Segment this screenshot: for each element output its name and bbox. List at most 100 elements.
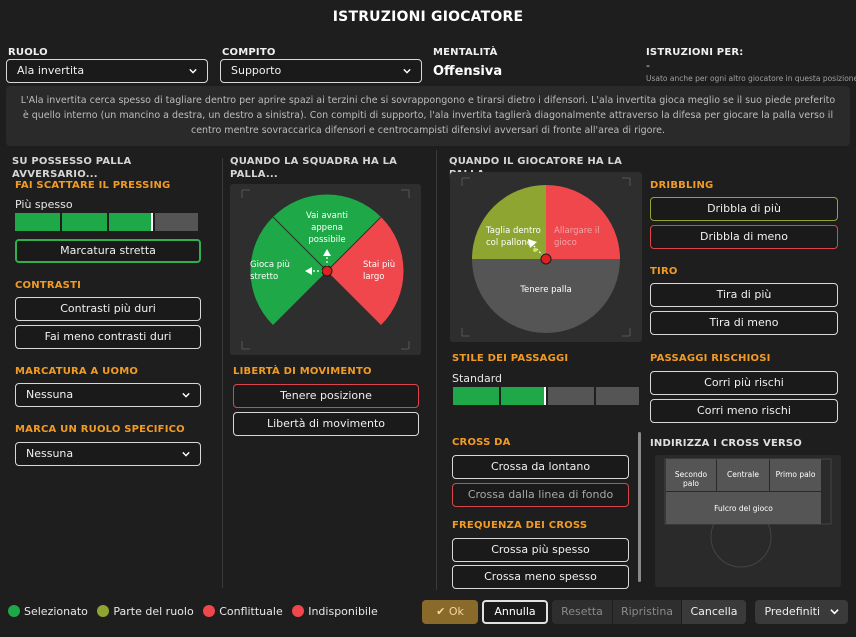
col2-heading: QUANDO LA SQUADRA HA LA PALLA... [230, 156, 398, 180]
istruzioni-note: Usato anche per ogni altro giocatore in … [646, 74, 856, 83]
dribbling-title: DRIBBLING [650, 180, 714, 191]
stile-value: Standard [452, 372, 503, 385]
tiro-title: TIRO [650, 266, 678, 277]
contrasti-title: CONTRASTI [15, 280, 82, 291]
istruzioni-label: ISTRUZIONI PER: [646, 47, 744, 58]
corri-piu-button[interactable]: Corri più rischi [650, 371, 838, 395]
slider-segment[interactable] [108, 213, 154, 231]
olive-dot-icon [97, 605, 110, 617]
slider-segment[interactable] [548, 387, 594, 405]
cross-target-diagram [664, 458, 832, 568]
zone-top-label: Vai avanti appena possibile [306, 211, 348, 245]
corri-meno-button[interactable]: Corri meno rischi [650, 399, 838, 423]
fulcro-label: Fulcro del gioco [714, 504, 773, 513]
zone-right-label: Allargare il gioco [554, 226, 600, 248]
legend: Selezionato Parte del ruolo Conflittuale… [8, 605, 384, 618]
slider-segment[interactable] [595, 387, 639, 405]
ruolo-label: RUOLO [8, 47, 48, 58]
red-dot-icon [203, 605, 216, 617]
col1-heading: SU POSSESSO PALLA AVVERSARIO... [12, 156, 132, 180]
slider-segment[interactable] [15, 213, 60, 231]
marcatura-uomo-select[interactable]: Nessuna [15, 383, 201, 407]
contrasti-meno-button[interactable]: Fai meno contrasti duri [15, 325, 201, 349]
marcatura-stretta-button[interactable]: Marcatura stretta [15, 239, 201, 263]
chevron-down-icon [403, 68, 411, 74]
divider [222, 158, 223, 588]
marca-ruolo-value: Nessuna [26, 447, 74, 460]
marca-ruolo-title: MARCA UN RUOLO SPECIFICO [15, 424, 185, 435]
compito-value: Supporto [231, 64, 282, 77]
contrasti-duri-button[interactable]: Contrasti più duri [15, 297, 201, 321]
zone-left[interactable] [472, 185, 546, 259]
rischiosi-title: PASSAGGI RISCHIOSI [650, 353, 771, 364]
tira-meno-button[interactable]: Tira di meno [650, 311, 838, 335]
mentalita-label: MENTALITÀ [433, 47, 498, 58]
slider-segment[interactable] [453, 387, 499, 405]
target-primo-palo[interactable] [770, 459, 821, 491]
chevron-down-icon [182, 451, 190, 457]
pressing-title: FAI SCATTARE IL PRESSING [15, 180, 171, 191]
pressing-value: Più spesso [15, 198, 73, 211]
zone-bottom-label: Tenere palla [520, 285, 572, 295]
zone-bottom[interactable] [472, 259, 620, 333]
freq-title: FREQUENZA DEI CROSS [452, 520, 588, 531]
tenere-posizione-button[interactable]: Tenere posizione [233, 384, 419, 408]
target-secondo-palo[interactable] [666, 459, 716, 491]
compito-select[interactable]: Supporto [220, 59, 422, 83]
cross-target-pitch: Secondo palo Centrale Primo palo Fulcro … [655, 455, 841, 587]
slider-segment[interactable] [155, 213, 198, 231]
scrollbar[interactable] [638, 432, 641, 582]
legend-parte-ruolo: Parte del ruolo [97, 605, 194, 618]
secondo-palo-label: Secondo palo [674, 470, 708, 488]
zone-top[interactable] [273, 194, 381, 271]
ruolo-value: Ala invertita [17, 64, 85, 77]
slider-segment[interactable] [500, 387, 546, 405]
dribbla-meno-button[interactable]: Dribbla di meno [650, 225, 838, 249]
chevron-down-icon [182, 392, 190, 398]
marcatura-uomo-title: MARCATURA A UOMO [15, 366, 139, 377]
check-icon: ✔ [436, 605, 446, 618]
marca-ruolo-select[interactable]: Nessuna [15, 442, 201, 466]
cancella-button[interactable]: Cancella [682, 600, 746, 624]
cross-da-title: CROSS DA [452, 437, 511, 448]
liberta-title: LIBERTÀ DI MOVIMENTO [233, 366, 372, 377]
target-centrale[interactable] [717, 459, 769, 491]
dribbla-piu-button[interactable]: Dribbla di più [650, 197, 838, 221]
liberta-movimento-button[interactable]: Libertà di movimento [233, 412, 419, 436]
ripristina-button[interactable]: Ripristina [613, 600, 681, 624]
divider [436, 150, 437, 590]
red-dot-icon [292, 605, 305, 617]
zone-right[interactable] [546, 185, 620, 259]
tira-piu-button[interactable]: Tira di più [650, 283, 838, 307]
chevron-down-icon [829, 609, 839, 615]
stile-slider[interactable] [453, 387, 639, 405]
primo-palo-label: Primo palo [775, 470, 816, 479]
ok-button[interactable]: ✔ Ok [422, 600, 478, 624]
cross-fondo-button[interactable]: Crossa dalla linea di fondo [452, 483, 629, 507]
movement-pitch: Vai avanti appena possibile Gioca più st… [230, 184, 421, 355]
zone-left-label: Gioca più stretto [250, 260, 290, 282]
pressing-slider[interactable] [15, 213, 198, 231]
ball-diagram [461, 177, 631, 337]
annulla-button[interactable]: Annulla [482, 600, 548, 624]
zone-left[interactable] [250, 217, 327, 325]
istruzioni-value: - [646, 59, 650, 72]
legend-indisponibile: Indisponibile [292, 605, 378, 618]
chevron-down-icon [189, 68, 197, 74]
marcatura-uomo-value: Nessuna [26, 388, 74, 401]
legend-selezionato: Selezionato [8, 605, 88, 618]
cross-lontano-button[interactable]: Crossa da lontano [452, 455, 629, 479]
stile-title: STILE DEI PASSAGGI [452, 353, 569, 364]
ruolo-select[interactable]: Ala invertita [6, 59, 208, 83]
role-description: L'Ala invertita cerca spesso di tagliare… [6, 86, 850, 146]
predefiniti-button[interactable]: Predefiniti [755, 600, 848, 624]
cross-spesso-button[interactable]: Crossa più spesso [452, 538, 629, 562]
cross-meno-button[interactable]: Crossa meno spesso [452, 565, 629, 589]
mentalita-value: Offensiva [433, 64, 503, 79]
movement-diagram [241, 189, 410, 350]
zone-right[interactable] [327, 217, 404, 325]
slider-segment[interactable] [61, 213, 107, 231]
resetta-button[interactable]: Resetta [552, 600, 612, 624]
target-fulcro[interactable] [666, 492, 821, 524]
compito-label: COMPITO [222, 47, 276, 58]
